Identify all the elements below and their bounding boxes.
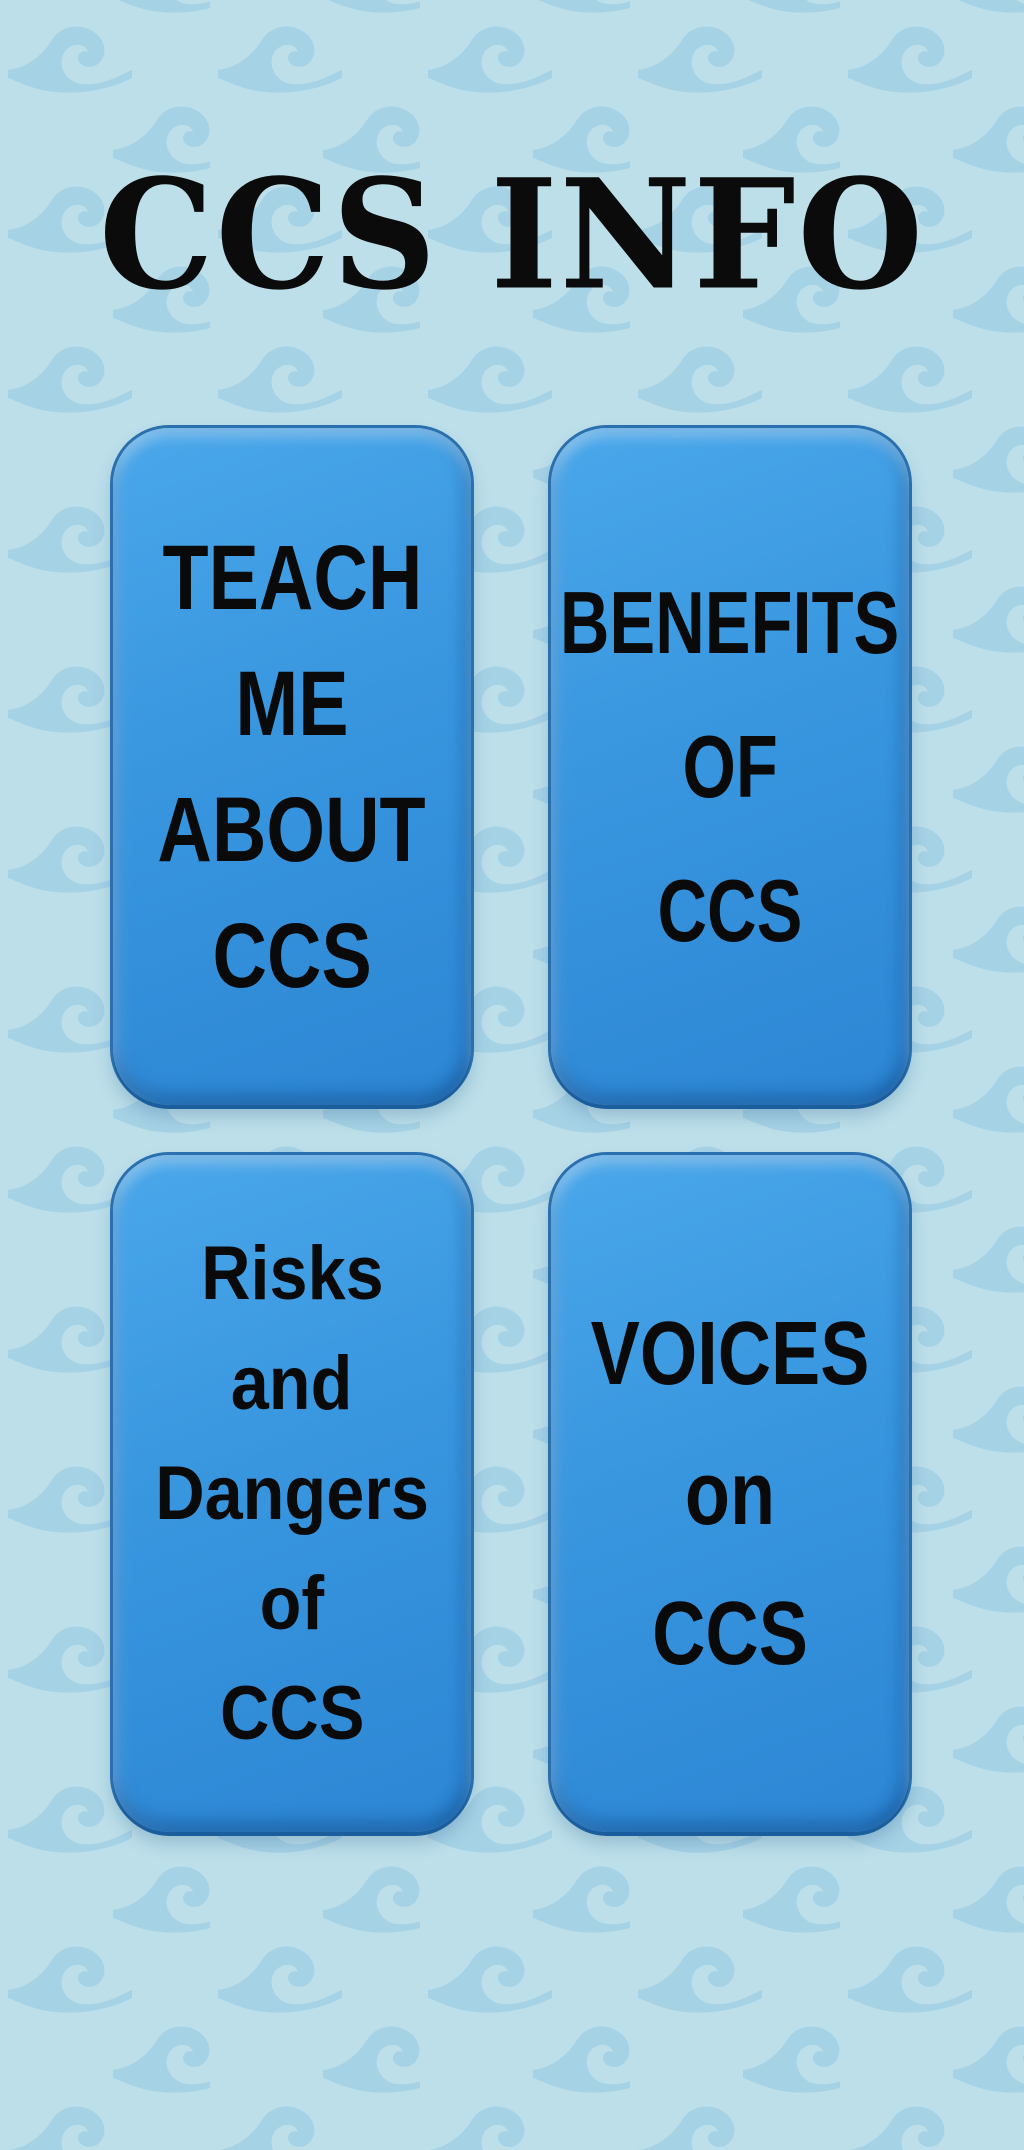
card-label-line: on	[684, 1443, 776, 1544]
card-label-line: of	[259, 1560, 325, 1646]
card-label-line: ABOUT	[157, 778, 427, 881]
card-label-line: TEACH	[162, 526, 422, 629]
card-label-line: BENEFITS	[560, 572, 900, 672]
teach-me-about-ccs-button[interactable]: TEACH ME ABOUT CCS	[113, 428, 471, 1105]
risks-and-dangers-of-ccs-button[interactable]: Risks and Dangers of CCS	[113, 1155, 471, 1832]
card-label-line: CCS	[652, 1583, 808, 1684]
page-title: CCS INFO	[99, 145, 925, 324]
card-label-line: VOICES	[590, 1303, 870, 1404]
card-label-line: CCS	[657, 860, 803, 960]
card-label-line: OF	[682, 716, 778, 816]
card-label-line: CCS	[219, 1670, 365, 1756]
card-label-line: and	[231, 1340, 353, 1426]
benefits-of-ccs-button[interactable]: BENEFITS OF CCS	[551, 428, 909, 1105]
card-label-line: Dangers	[155, 1450, 429, 1536]
card-label-line: CCS	[212, 904, 372, 1007]
voices-on-ccs-button[interactable]: VOICES on CCS	[551, 1155, 909, 1832]
card-label-line: ME	[235, 652, 349, 755]
card-label-line: Risks	[200, 1230, 384, 1316]
